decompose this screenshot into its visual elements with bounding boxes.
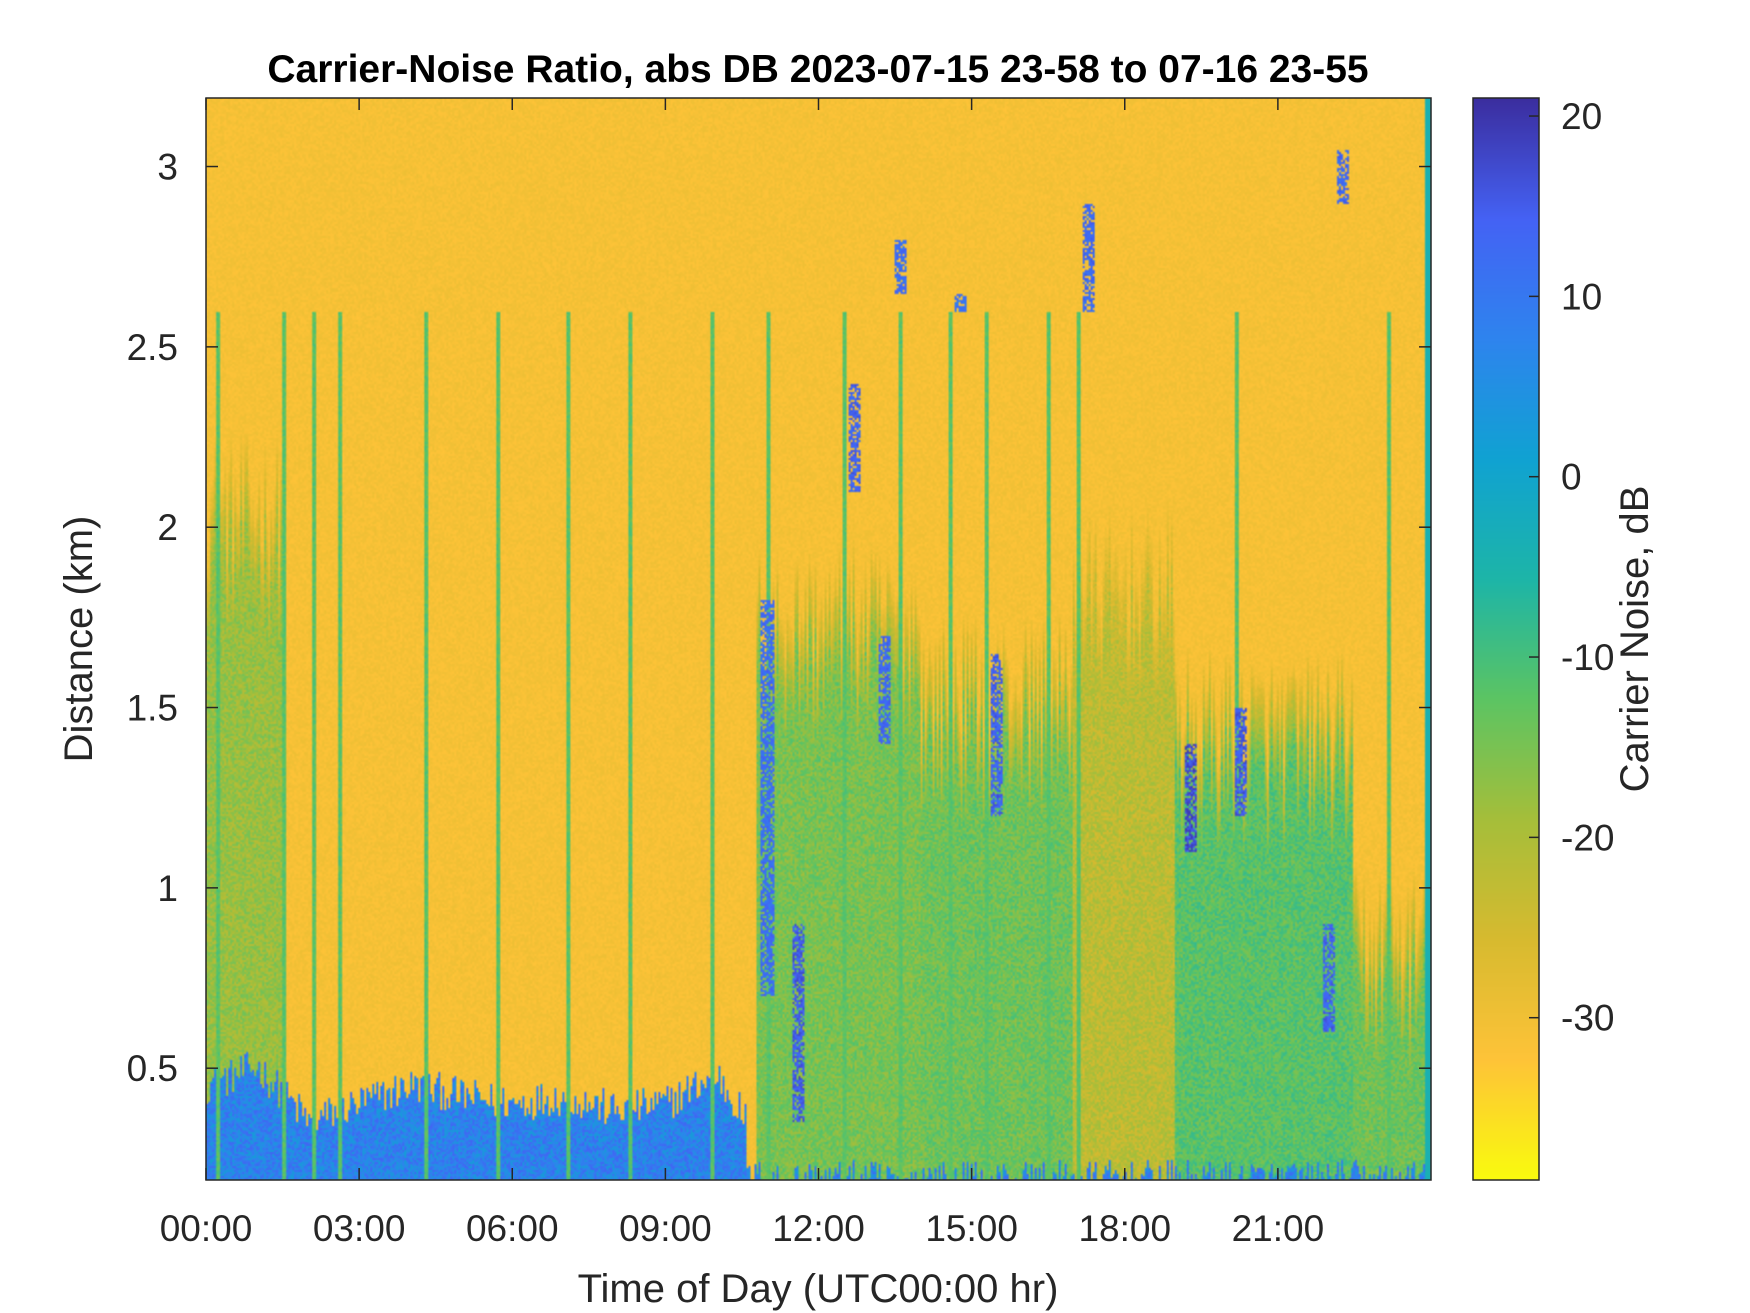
x-tick-label: 09:00 <box>619 1208 712 1249</box>
y-tick-label: 1.5 <box>127 688 178 729</box>
colorbar-frame <box>1472 97 1540 1181</box>
y-tick-label: 1 <box>157 868 178 909</box>
x-axis-label: Time of Day (UTC00:00 hr) <box>578 1267 1059 1311</box>
y-axis-label: Distance (km) <box>57 516 101 763</box>
colorbar-tick-label: 10 <box>1561 276 1602 317</box>
colorbar-image <box>1473 98 1539 1180</box>
x-tick-label: 03:00 <box>313 1208 406 1249</box>
y-tick-label: 2.5 <box>127 327 178 368</box>
y-axis: 0.5 1 1.5 2 2.5 3 <box>127 147 1431 1089</box>
x-tick-label: 06:00 <box>466 1208 559 1249</box>
colorbar-tick-label: -10 <box>1561 637 1614 678</box>
colorbar-tick-label: -20 <box>1561 817 1614 858</box>
colorbar-axis: 20 10 0 -10 -20 -30 <box>1529 96 1614 1039</box>
y-tick-label: 2 <box>157 507 178 548</box>
x-tick-label: 12:00 <box>772 1208 865 1249</box>
x-tick-label: 18:00 <box>1078 1208 1171 1249</box>
x-tick-label: 15:00 <box>925 1208 1018 1249</box>
x-tick-label: 21:00 <box>1232 1208 1325 1249</box>
y-tick-label: 3 <box>157 147 178 188</box>
y-tick-label: 0.5 <box>127 1048 178 1089</box>
colorbar-label: Carrier Noise, dB <box>1613 486 1657 793</box>
colorbar-tick-label: -30 <box>1561 998 1614 1039</box>
heatmap-image <box>206 98 1431 1180</box>
chart-title: Carrier-Noise Ratio, abs DB 2023-07-15 2… <box>267 48 1368 91</box>
plot-frame <box>205 97 1432 1181</box>
colorbar-tick-label: 20 <box>1561 96 1602 137</box>
colorbar-tick-label: 0 <box>1561 457 1582 498</box>
x-axis: 00:00 03:00 06:00 09:00 12:00 15:00 18:00 21:00 <box>160 98 1324 1249</box>
x-tick-label: 00:00 <box>160 1208 253 1249</box>
